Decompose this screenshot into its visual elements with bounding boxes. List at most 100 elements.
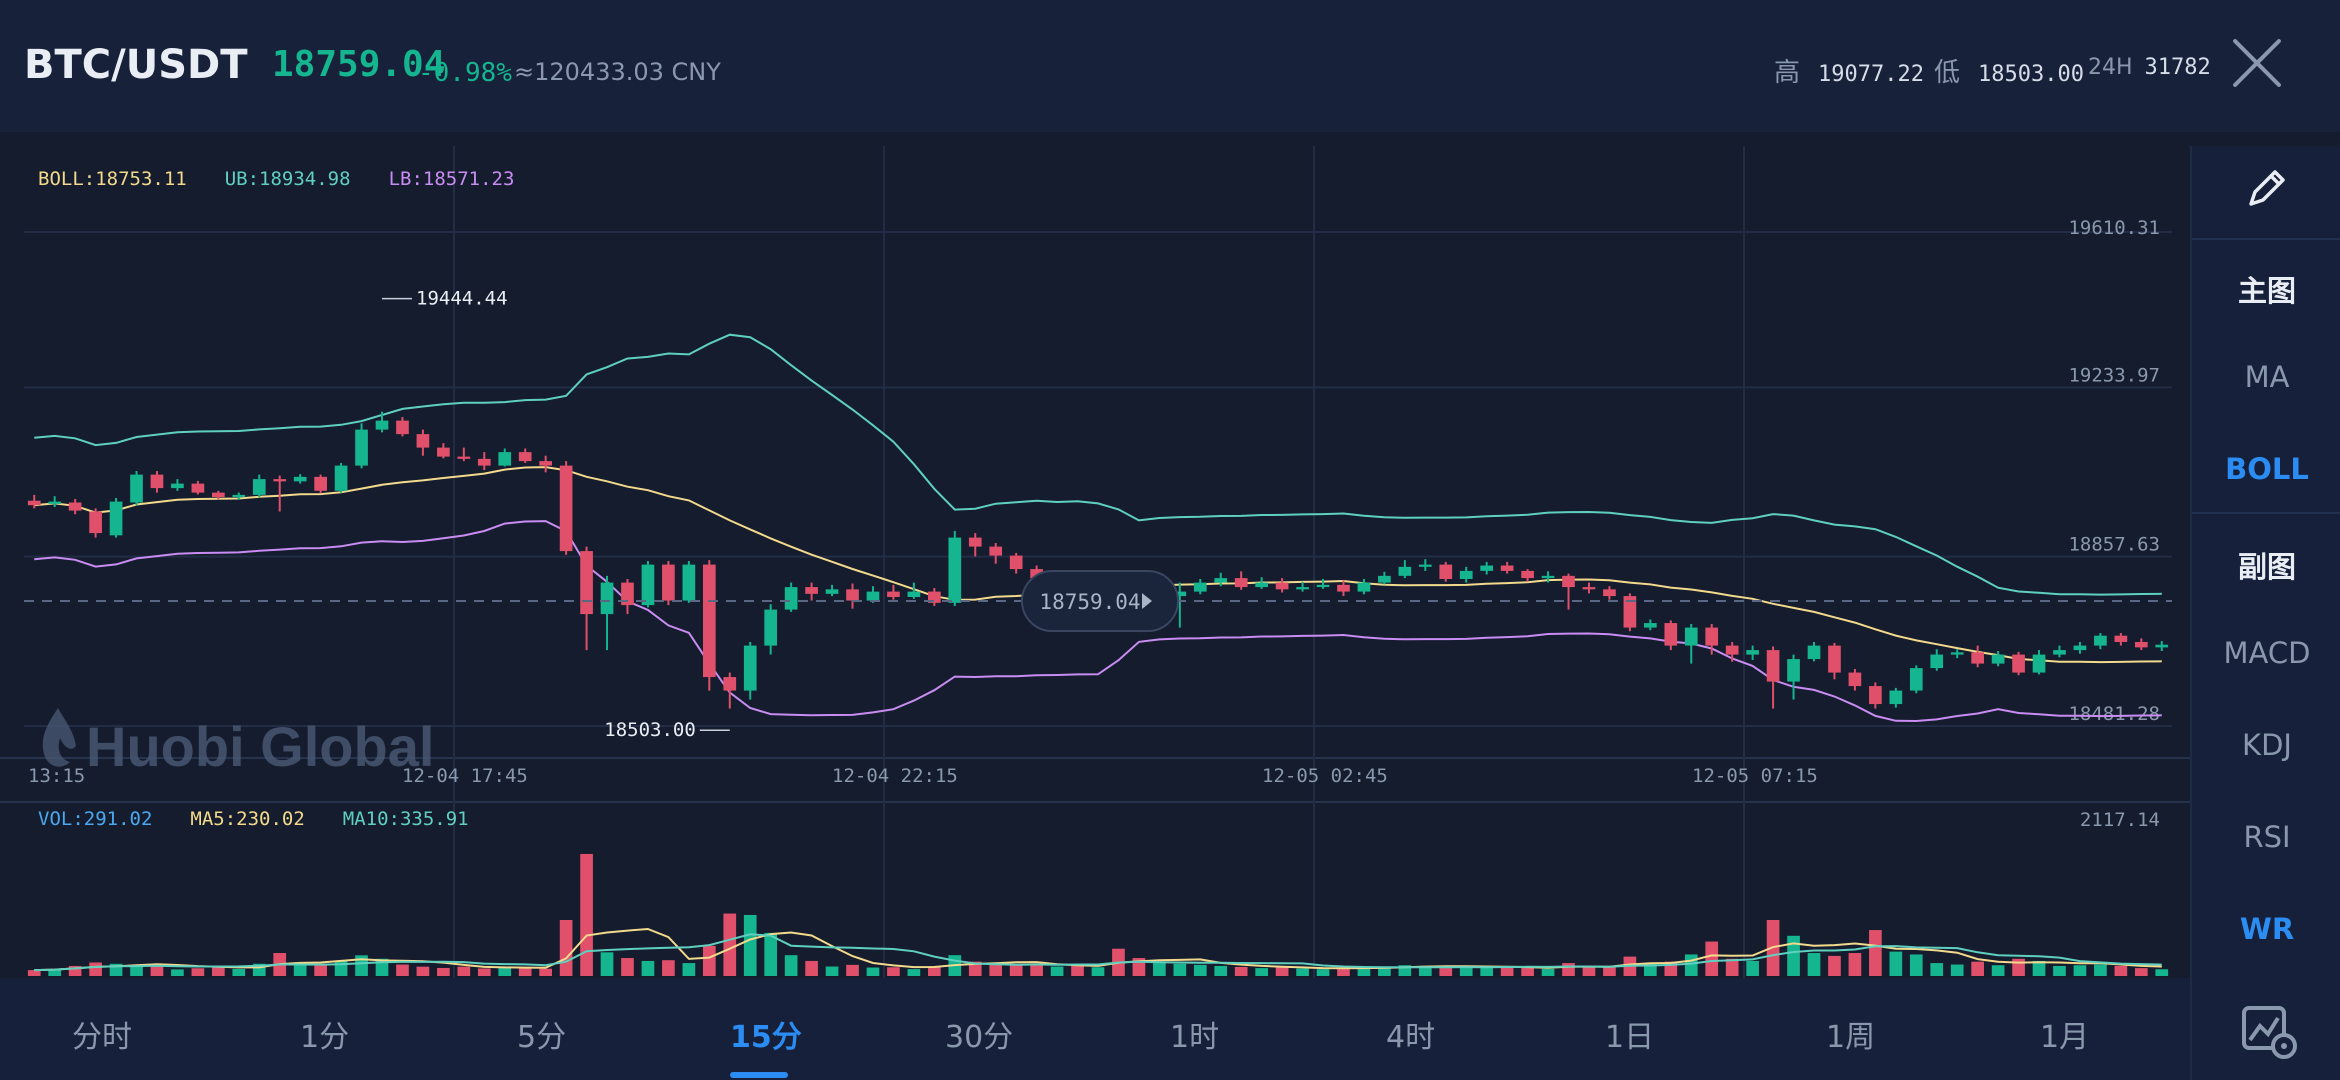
volume-bar [2114,965,2128,976]
volume-bar [621,958,634,976]
candle [702,560,716,691]
candle [212,490,225,500]
time-axis-label: 12-05 02:45 [1262,765,1388,787]
period-tab[interactable]: 1时 [1170,1020,1220,1055]
volume-bar [1214,965,1228,976]
candle [2032,650,2046,675]
candle-body [1439,564,1453,579]
volume-bar [1316,969,1330,976]
indicator-wr[interactable]: WR [2239,912,2295,946]
kline-chart[interactable]: Huobi Global 19610.31 19233.97 18857.63 184… [0,146,2190,978]
candle [559,461,573,555]
candle-body [314,476,327,491]
volume-bar [1439,965,1453,976]
period-tab[interactable]: 分时 [72,1020,132,1055]
volume-bar [1562,963,1575,976]
chart-settings-button[interactable] [2190,978,2340,1080]
period-tab-active[interactable]: 15分 [730,1020,802,1055]
volume-bar [2073,965,2087,976]
candle [1725,641,1739,662]
candle [1316,578,1330,589]
period-tab[interactable]: 1日 [1605,1020,1655,1055]
trading-pair[interactable]: BTC/USDT [24,42,248,88]
volume-bar [1378,966,1391,976]
candle [743,641,757,700]
volume-bar [2012,958,2025,976]
candle [1930,649,1944,671]
candle [2073,641,2087,654]
volume-bar [293,962,307,976]
candle-body [130,474,143,503]
candle-body [1541,575,1555,579]
candle-body [437,447,450,457]
volume-ma10-line [34,933,2162,972]
period-tab[interactable]: 30分 [945,1020,1014,1055]
candle [682,560,696,603]
volume-bar [1521,967,1534,976]
volume-bar [1828,955,1841,976]
candle [1439,561,1453,582]
volume-axis-label: 2117.14 [2080,809,2160,831]
volume-bar [1684,954,1698,976]
candle [457,447,471,462]
boll-mid-band [34,466,2162,664]
low-stat: 低 18503.00 [1934,52,2084,89]
volume-bar [1173,963,1187,976]
candle-body [1480,565,1494,571]
candle [846,583,859,609]
candle [825,584,839,597]
candle-body [1930,654,1944,669]
indicator-ma[interactable]: MA [2244,360,2290,394]
period-tab[interactable]: 5分 [517,1020,567,1055]
close-icon[interactable] [2230,36,2284,90]
candle-body [1705,627,1719,646]
candle-body [2053,650,2066,655]
candle-body [1889,690,1903,705]
indicator-kdj[interactable]: KDJ [2242,728,2292,762]
volume-bar [1153,961,1166,976]
candle [989,542,1003,564]
candle-body [1234,578,1248,588]
candle [1991,650,2005,667]
candle [130,471,143,506]
candle [580,546,593,651]
time-axis-label: 13:15 [28,765,85,787]
period-tab[interactable]: 1周 [1826,1020,1876,1055]
period-tab[interactable]: 1月 [2040,1020,2090,1055]
volume-bar [232,968,246,976]
candle-body [1500,565,1514,571]
candle-body [539,461,552,466]
chart-canvas[interactable]: Huobi Global 19610.31 19233.97 18857.63 184… [0,146,2190,978]
indicator-macd[interactable]: MACD [2223,636,2311,670]
volume-bar [702,945,716,976]
candle [1378,571,1391,585]
period-tabs: 分时 1分 5分 15分 30分 1时 4时 1日 1周 1月 [0,978,2190,1080]
candle-body [1337,584,1350,592]
volume-bar [1971,961,1984,976]
candle-body [416,434,430,448]
candle-body [641,564,655,606]
period-tab[interactable]: 1分 [300,1020,350,1055]
period-tab[interactable]: 4时 [1386,1020,1436,1055]
candle [477,452,491,471]
boll-value: BOLL:18753.11 [38,168,187,190]
indicator-rsi[interactable]: RSI [2243,820,2291,854]
volume-bar [559,919,573,976]
draw-tool-button[interactable] [2192,162,2340,222]
indicator-boll[interactable]: BOLL [2225,452,2309,486]
time-axis-label: 12-04 22:15 [832,765,958,787]
vol24-stat: 24H 31782 [2088,52,2211,80]
candle-body [477,458,491,466]
candle [1787,654,1800,700]
candle [1869,682,1882,709]
candle [764,604,778,655]
candle [1644,619,1657,631]
candle [68,498,82,515]
candle-body [89,511,102,534]
candle-body [1255,582,1268,588]
candle-body [743,645,757,691]
volume-bar [784,955,798,976]
candle [948,530,962,606]
volume-bar [1193,964,1207,976]
volume-bar [805,960,818,976]
